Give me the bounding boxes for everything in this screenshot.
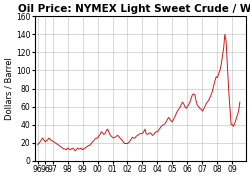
Y-axis label: Dollars / Barrel: Dollars / Barrel [4, 57, 13, 120]
Title: Oil Price: NYMEX Light Sweet Crude / WTI: Oil Price: NYMEX Light Sweet Crude / WTI [18, 4, 250, 14]
